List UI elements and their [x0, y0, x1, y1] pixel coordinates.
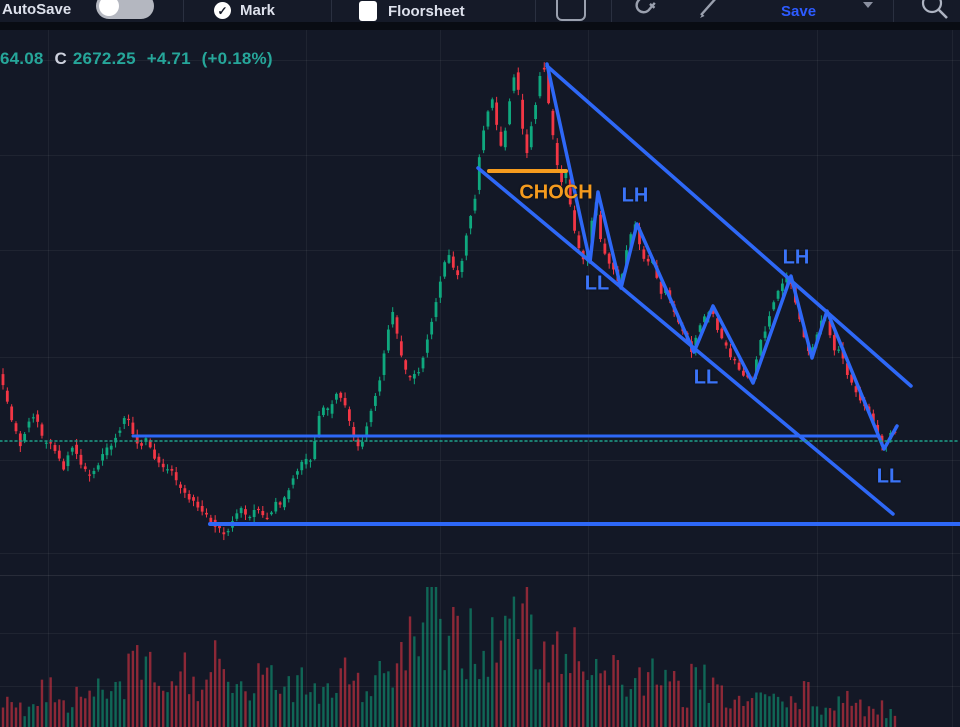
ll-label[interactable]: LL [693, 366, 719, 389]
lh-label[interactable]: LH [621, 184, 649, 207]
toolbar-divider [893, 0, 894, 22]
autosave-toggle-knob [99, 0, 119, 16]
ll-label[interactable]: LL [584, 272, 610, 295]
ohlc-readout: 64.08 C 2672.25 +4.71 (+0.18%) [0, 49, 279, 69]
autosave-label: AutoSave [2, 1, 72, 18]
lh-label[interactable]: LH [782, 246, 810, 269]
close-value: 2672.25 [72, 49, 136, 68]
change-value: +4.71 [146, 49, 191, 68]
toolbar-divider [331, 0, 332, 22]
pencil-tool-icon[interactable] [696, 0, 722, 20]
mark-label: Mark [240, 2, 276, 19]
toolbar-divider [183, 0, 184, 22]
close-label: C [54, 49, 67, 68]
floorsheet-label: Floorsheet [388, 2, 465, 20]
choch-label[interactable]: CHOCH [519, 181, 593, 204]
magnet-tool-icon[interactable] [630, 0, 656, 20]
low-value: 64.08 [0, 49, 44, 68]
top-toolbar: AutoSave ✓ Mark Floorsheet Save [0, 0, 960, 22]
toolbar-divider [611, 0, 612, 22]
ll-label[interactable]: LL [876, 465, 902, 488]
floorsheet-button[interactable]: Floorsheet [359, 1, 465, 21]
chevron-down-icon[interactable] [863, 2, 873, 8]
sheet-icon [359, 1, 377, 21]
autosave-toggle[interactable] [96, 0, 154, 19]
toolbar-divider [535, 0, 536, 22]
toolbar-shadow-strip [0, 22, 960, 30]
check-circle-icon: ✓ [214, 2, 231, 19]
save-button[interactable]: Save [781, 3, 817, 20]
rectangle-tool-icon[interactable] [556, 0, 586, 21]
mark-button[interactable]: ✓ Mark [214, 2, 275, 19]
search-icon[interactable] [917, 0, 951, 22]
change-percent: (+0.18%) [201, 49, 273, 68]
